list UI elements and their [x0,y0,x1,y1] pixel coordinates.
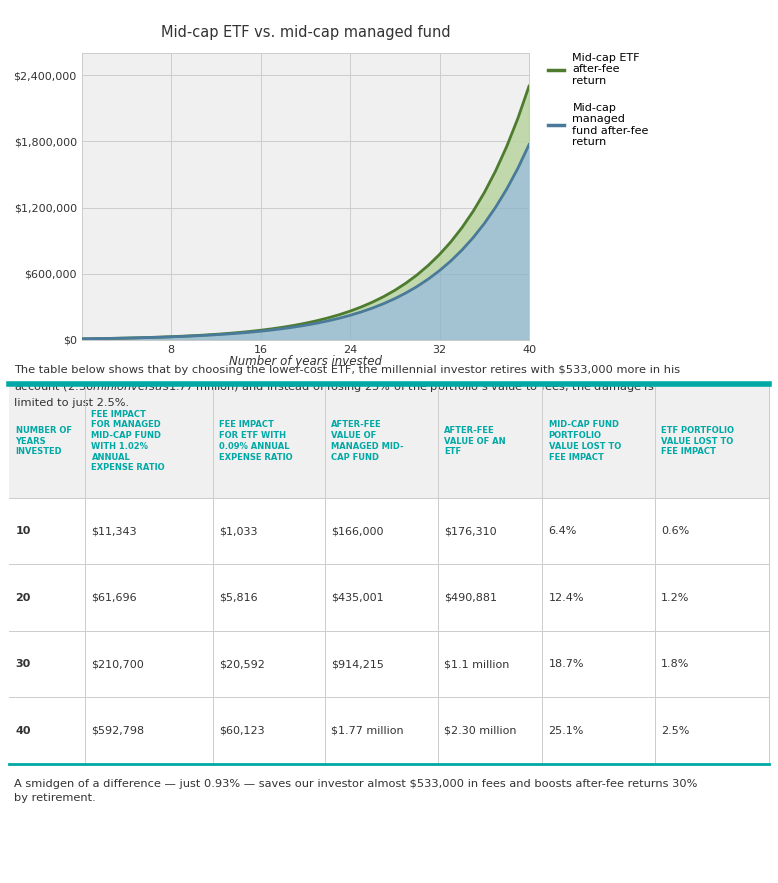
Text: 20: 20 [16,592,31,603]
Legend: Mid-cap ETF
after-fee
return, Mid-cap
managed
fund after-fee
return: Mid-cap ETF after-fee return, Mid-cap ma… [548,53,649,147]
Text: $1.77 million: $1.77 million [331,726,404,736]
Text: $1,033: $1,033 [219,526,258,536]
Text: 0.6%: 0.6% [661,526,689,536]
Text: FEE IMPACT
FOR ETF WITH
0.09% ANNUAL
EXPENSE RATIO: FEE IMPACT FOR ETF WITH 0.09% ANNUAL EXP… [219,420,293,462]
Text: 18.7%: 18.7% [548,659,584,669]
Text: Mid-cap ETF vs. mid-cap managed fund: Mid-cap ETF vs. mid-cap managed fund [161,25,450,40]
Text: $490,881: $490,881 [443,592,497,603]
Text: 6.4%: 6.4% [548,526,577,536]
Text: 25.1%: 25.1% [548,726,584,736]
Text: ETF PORTFOLIO
VALUE LOST TO
FEE IMPACT: ETF PORTFOLIO VALUE LOST TO FEE IMPACT [661,426,734,457]
Text: NUMBER OF
YEARS
INVESTED: NUMBER OF YEARS INVESTED [16,426,72,457]
Text: $20,592: $20,592 [219,659,265,669]
Text: 40: 40 [16,726,31,736]
Text: Number of years invested: Number of years invested [230,355,382,368]
Text: 2.5%: 2.5% [661,726,689,736]
Text: $166,000: $166,000 [331,526,384,536]
Text: $176,310: $176,310 [443,526,496,536]
Text: MID-CAP FUND
PORTFOLIO
VALUE LOST TO
FEE IMPACT: MID-CAP FUND PORTFOLIO VALUE LOST TO FEE… [548,420,621,462]
Text: $914,215: $914,215 [331,659,384,669]
Text: $60,123: $60,123 [219,726,265,736]
Text: $210,700: $210,700 [92,659,144,669]
Text: 10: 10 [16,526,31,536]
Text: 1.8%: 1.8% [661,659,689,669]
Text: AFTER-FEE
VALUE OF
MANAGED MID-
CAP FUND: AFTER-FEE VALUE OF MANAGED MID- CAP FUND [331,420,404,462]
Text: 1.2%: 1.2% [661,592,689,603]
Text: 30: 30 [16,659,31,669]
Text: $61,696: $61,696 [92,592,137,603]
Text: $592,798: $592,798 [92,726,145,736]
Text: AFTER-FEE
VALUE OF AN
ETF: AFTER-FEE VALUE OF AN ETF [443,426,506,457]
Text: $2.30 million: $2.30 million [443,726,517,736]
Text: $5,816: $5,816 [219,592,258,603]
Text: $11,343: $11,343 [92,526,137,536]
Text: FEE IMPACT
FOR MANAGED
MID-CAP FUND
WITH 1.02%
ANNUAL
EXPENSE RATIO: FEE IMPACT FOR MANAGED MID-CAP FUND WITH… [92,410,165,472]
Text: The table below shows that by choosing the lower-cost ETF, the millennial invest: The table below shows that by choosing t… [14,365,680,408]
Text: 12.4%: 12.4% [548,592,584,603]
Text: $435,001: $435,001 [331,592,384,603]
Text: A smidgen of a difference — just 0.93% — saves our investor almost $533,000 in f: A smidgen of a difference — just 0.93% —… [14,779,697,803]
Text: $1.1 million: $1.1 million [443,659,509,669]
